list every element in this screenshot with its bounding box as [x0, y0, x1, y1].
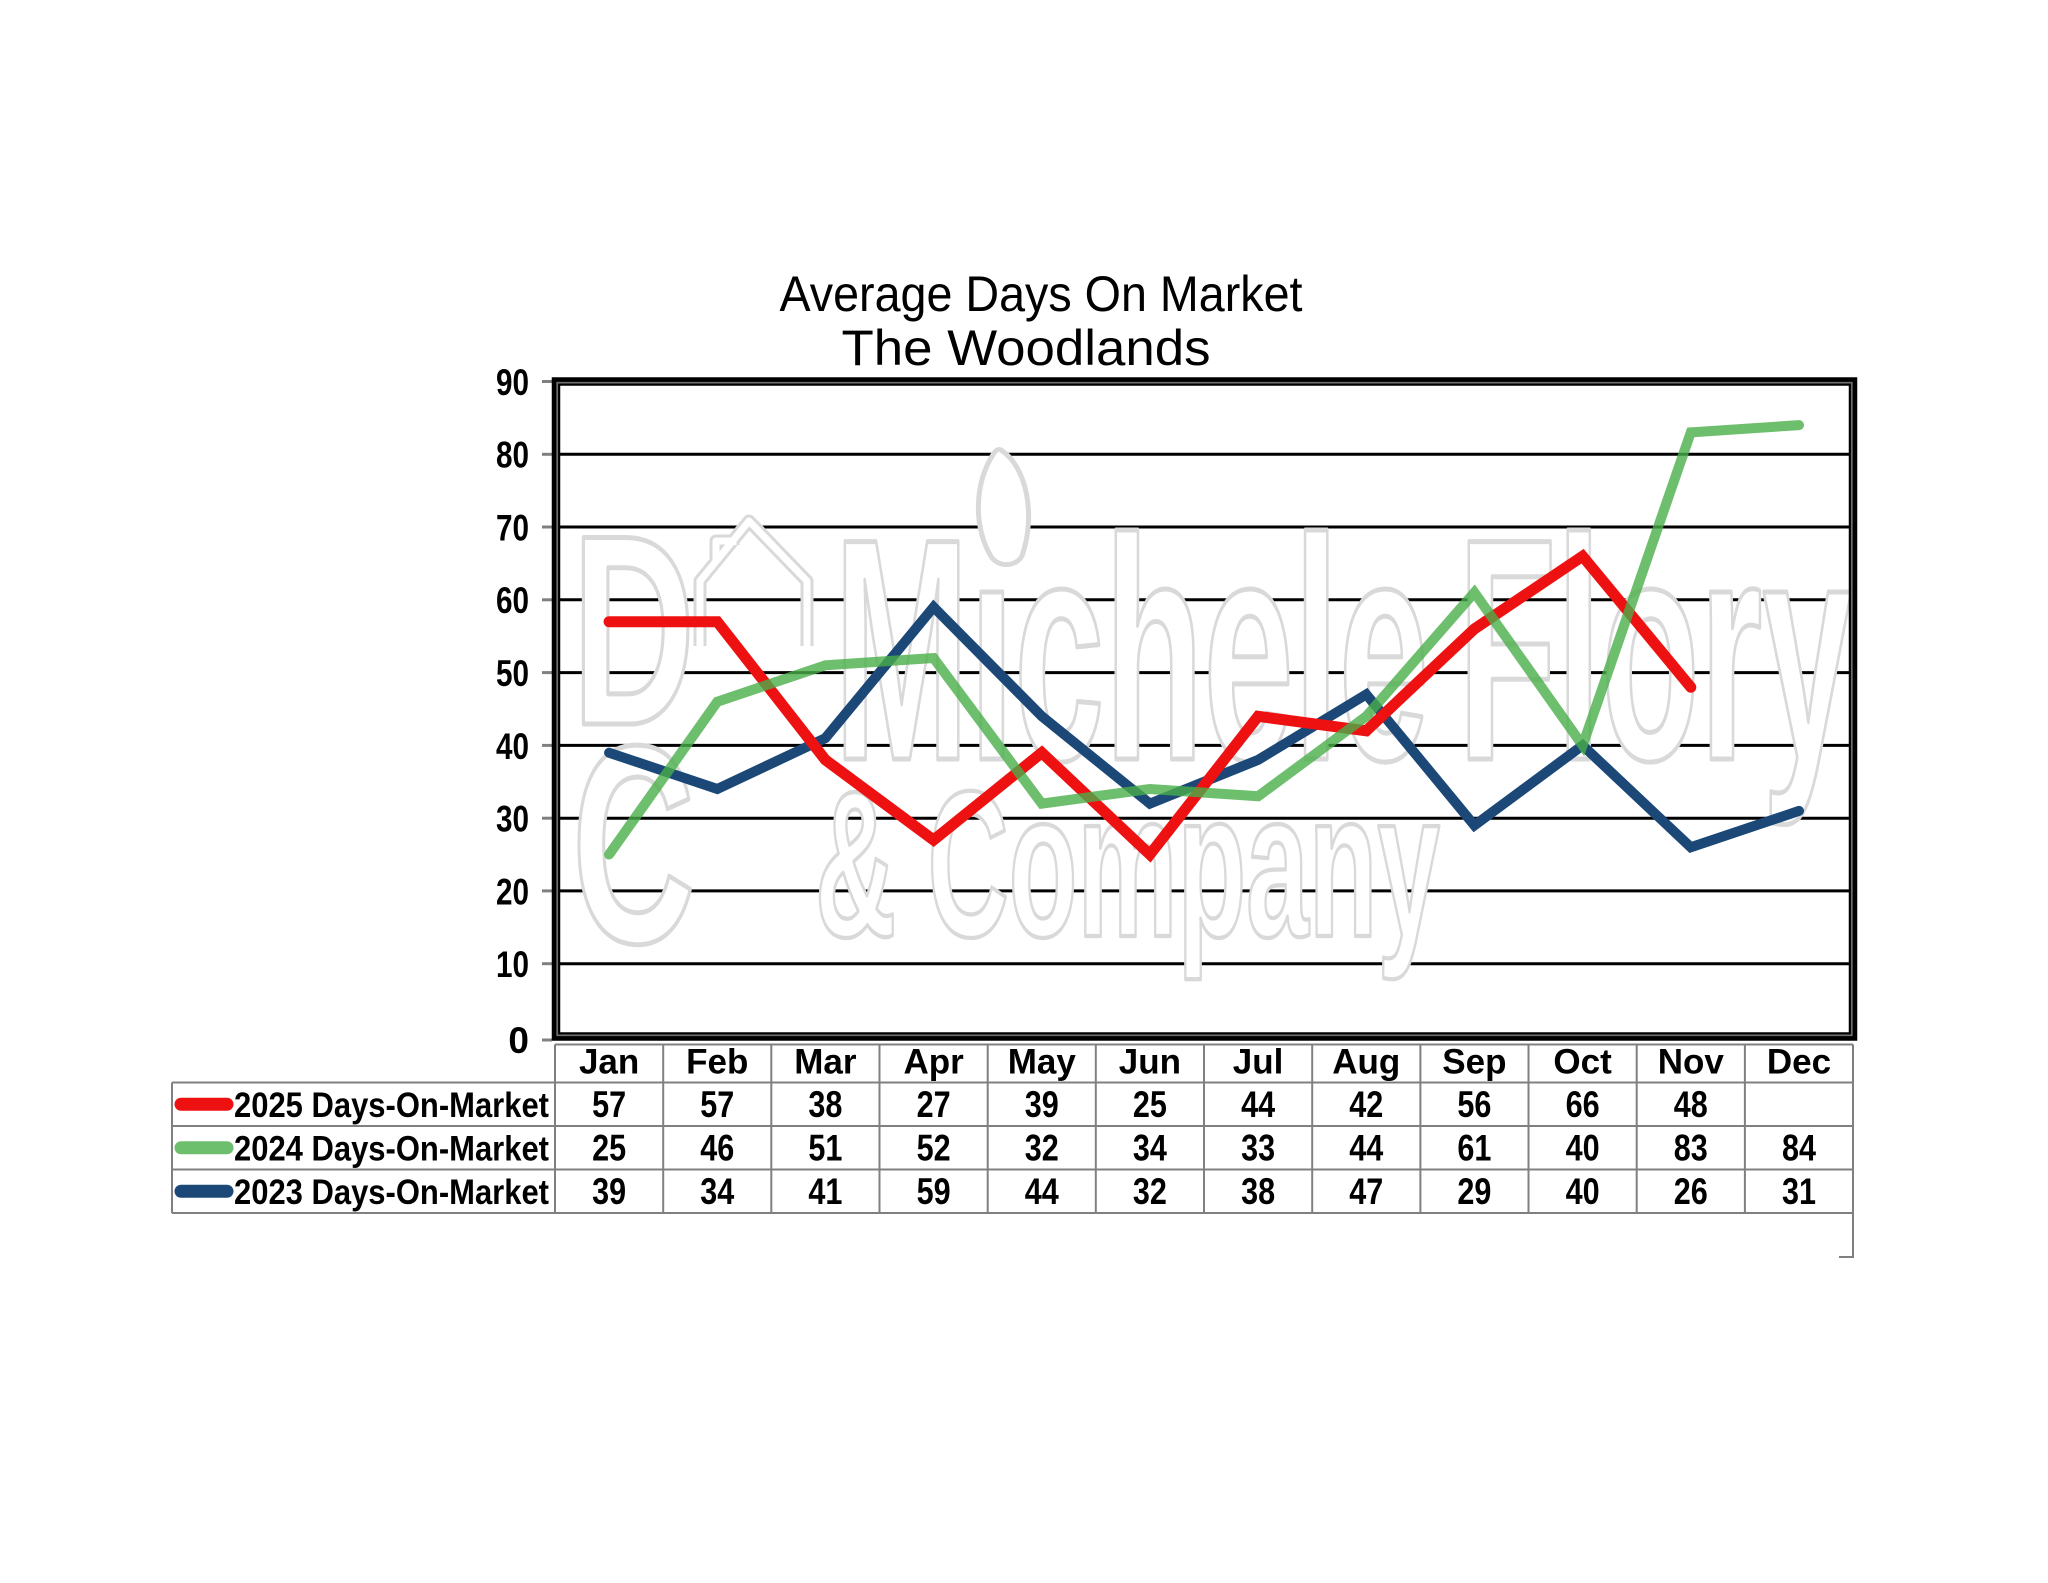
svg-text:Nov: Nov [1658, 1043, 1725, 1082]
svg-text:56: 56 [1457, 1083, 1491, 1125]
svg-text:48: 48 [1674, 1083, 1708, 1125]
svg-text:Sep: Sep [1442, 1043, 1506, 1082]
svg-text:59: 59 [917, 1170, 951, 1212]
svg-text:32: 32 [1025, 1127, 1059, 1169]
svg-text:29: 29 [1457, 1170, 1491, 1212]
svg-text:40: 40 [1566, 1170, 1600, 1212]
svg-text:2024 Days-On-Market: 2024 Days-On-Market [234, 1130, 549, 1169]
svg-text:25: 25 [592, 1127, 626, 1169]
svg-text:44: 44 [1241, 1083, 1275, 1125]
svg-text:Aug: Aug [1332, 1043, 1400, 1082]
svg-text:41: 41 [808, 1170, 842, 1212]
svg-text:Dec: Dec [1767, 1043, 1831, 1082]
svg-text:70: 70 [496, 507, 529, 548]
svg-text:34: 34 [700, 1170, 734, 1212]
svg-text:27: 27 [917, 1083, 951, 1125]
svg-text:Oct: Oct [1553, 1043, 1612, 1082]
svg-text:25: 25 [1133, 1083, 1167, 1125]
svg-text:Mıchele: Mıchele [834, 473, 1429, 826]
svg-text:31: 31 [1782, 1170, 1816, 1212]
svg-text:Jan: Jan [579, 1043, 639, 1082]
svg-text:61: 61 [1457, 1127, 1491, 1169]
svg-text:10: 10 [496, 944, 529, 985]
svg-text:The Woodlands: The Woodlands [842, 320, 1211, 376]
svg-text:38: 38 [808, 1083, 842, 1125]
svg-text:57: 57 [592, 1083, 626, 1125]
svg-text:84: 84 [1782, 1127, 1816, 1169]
svg-text:40: 40 [496, 726, 529, 767]
svg-text:20: 20 [496, 871, 529, 912]
svg-text:51: 51 [808, 1127, 842, 1169]
svg-text:33: 33 [1241, 1127, 1275, 1169]
svg-text:39: 39 [592, 1170, 626, 1212]
svg-text:30: 30 [496, 799, 529, 840]
svg-text:46: 46 [700, 1127, 734, 1169]
svg-text:Jul: Jul [1233, 1043, 1284, 1082]
svg-text:90: 90 [496, 362, 529, 403]
svg-text:May: May [1008, 1043, 1077, 1082]
svg-text:32: 32 [1133, 1170, 1167, 1212]
svg-text:2025 Days-On-Market: 2025 Days-On-Market [234, 1086, 549, 1125]
svg-text:57: 57 [700, 1083, 734, 1125]
svg-text:D: D [572, 480, 695, 782]
svg-text:42: 42 [1349, 1083, 1383, 1125]
svg-text:44: 44 [1349, 1127, 1383, 1169]
svg-text:60: 60 [496, 580, 529, 621]
svg-text:39: 39 [1025, 1083, 1059, 1125]
svg-text:C: C [572, 687, 695, 1002]
svg-text:66: 66 [1566, 1083, 1600, 1125]
svg-text:Average Days On Market: Average Days On Market [780, 266, 1303, 322]
svg-text:Jun: Jun [1119, 1043, 1181, 1082]
svg-text:50: 50 [496, 653, 529, 694]
svg-text:Feb: Feb [686, 1043, 748, 1082]
svg-text:80: 80 [496, 435, 529, 476]
svg-text:Apr: Apr [903, 1043, 964, 1082]
svg-text:44: 44 [1025, 1170, 1059, 1212]
svg-text:2023 Days-On-Market: 2023 Days-On-Market [234, 1173, 549, 1212]
svg-text:40: 40 [1566, 1127, 1600, 1169]
svg-text:83: 83 [1674, 1127, 1708, 1169]
svg-text:26: 26 [1674, 1170, 1708, 1212]
svg-text:47: 47 [1349, 1170, 1383, 1212]
svg-text:0: 0 [508, 1020, 529, 1061]
svg-text:34: 34 [1133, 1127, 1167, 1169]
svg-text:38: 38 [1241, 1170, 1275, 1212]
svg-text:52: 52 [917, 1127, 951, 1169]
svg-text:Mar: Mar [794, 1043, 857, 1082]
